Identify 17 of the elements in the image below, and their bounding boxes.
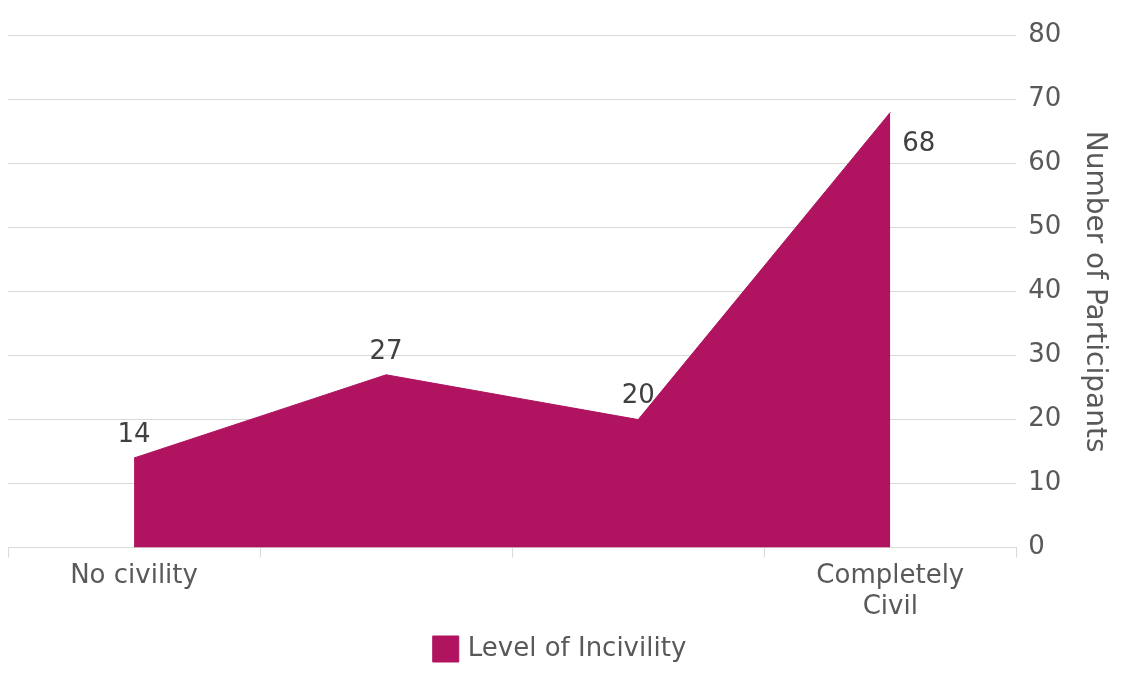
x-tick-label: No civility <box>70 558 198 589</box>
y-tick-label: 70 <box>1028 82 1062 113</box>
data-label: 68 <box>902 127 936 158</box>
data-label: 14 <box>117 417 151 448</box>
y-tick-label: 10 <box>1028 466 1062 497</box>
data-label: 27 <box>369 334 403 365</box>
y-tick-label: 0 <box>1028 530 1045 561</box>
y-tick-label: 60 <box>1028 146 1062 177</box>
y-tick-label: 50 <box>1028 210 1062 241</box>
y-axis-title: Number of Participants <box>1079 130 1113 453</box>
legend-label: Level of Incivility <box>467 631 687 662</box>
y-tick-label: 20 <box>1028 402 1062 433</box>
y-tick-label: 40 <box>1028 274 1062 305</box>
data-label: 20 <box>621 379 655 410</box>
y-tick-label: 80 <box>1028 18 1062 49</box>
x-tick-label: Completely Civil <box>816 558 965 621</box>
y-tick-label: 30 <box>1028 338 1062 369</box>
